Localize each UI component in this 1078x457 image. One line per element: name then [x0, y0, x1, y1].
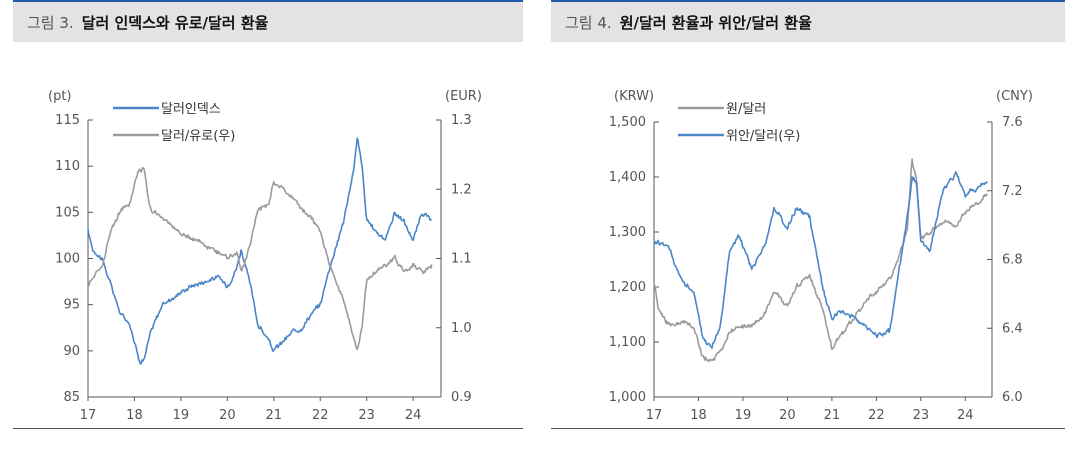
y-left-tick-label: 110 [55, 159, 80, 174]
y-axis-left-unit: (pt) [48, 89, 72, 104]
x-tick-label: 19 [735, 408, 752, 423]
y-axis-left-unit: (KRW) [614, 89, 654, 104]
figure-4-title: 원/달러 환율과 위안/달러 환율 [619, 13, 812, 32]
figure-3-chart: (pt) (EUR) 115 110 105 100 95 90 85 1.3 1.2 1.1 1.0 0… [48, 89, 482, 423]
figure-4-number: 그림 4. [565, 13, 612, 32]
y-right-tick-label: 1.2 [451, 182, 472, 197]
y-right-tick-label: 7.2 [1002, 184, 1023, 199]
figure-4-panel: 그림 4. 원/달러 환율과 위안/달러 환율 (KRW) (CNY) 1,500 1… [551, 0, 1065, 429]
legend-label-1: 달러인덱스 [161, 102, 221, 117]
y-right-tick-label: 6.0 [1002, 390, 1023, 405]
series-line-2 [653, 171, 988, 350]
y-axis-right-unit: (EUR) [445, 89, 482, 104]
x-tick-label: 21 [824, 408, 841, 423]
y-left-tick-label: 1,200 [609, 280, 646, 295]
x-tick-label: 20 [779, 408, 796, 423]
y-left-tick-label: 1,400 [609, 170, 646, 185]
legend-label-2: 위안/달러(우) [726, 129, 800, 144]
x-tick-label: 18 [126, 408, 143, 423]
y-left-tick-label: 100 [55, 252, 80, 267]
y-right-tick-label: 6.8 [1002, 253, 1023, 268]
legend-label-2: 달러/유로(우) [161, 129, 235, 144]
y-right-tick-label: 0.9 [451, 390, 472, 405]
x-tick-label: 18 [690, 408, 707, 423]
figure-4-chart: (KRW) (CNY) 1,500 1,400 1,300 1,200 1,100 1,000… [609, 89, 1033, 423]
x-tick-label: 21 [266, 408, 283, 423]
y-axis-right-unit: (CNY) [996, 89, 1033, 104]
figure-3-title: 달러 인덱스와 유로/달러 환율 [81, 13, 269, 32]
x-tick-label: 20 [219, 408, 236, 423]
y-left-tick-label: 1,500 [609, 115, 646, 130]
y-right-tick-label: 1.3 [451, 113, 472, 128]
x-tick-label: 19 [173, 408, 190, 423]
x-tick-label: 23 [913, 408, 930, 423]
y-left-tick-label: 1,100 [609, 335, 646, 350]
figure-3-panel: 그림 3. 달러 인덱스와 유로/달러 환율 (pt) (EUR) 115 110 10… [13, 0, 523, 429]
y-left-tick-label: 105 [55, 205, 80, 220]
y-right-tick-label: 6.4 [1002, 321, 1023, 336]
figure-3-header: 그림 3. 달러 인덱스와 유로/달러 환율 [13, 0, 523, 42]
y-right-tick-label: 1.1 [451, 252, 472, 267]
y-left-tick-label: 115 [55, 113, 80, 128]
y-right-tick-label: 1.0 [451, 321, 472, 336]
series-line-1 [87, 137, 432, 365]
y-left-tick-label: 95 [63, 298, 80, 313]
y-left-tick-label: 1,300 [609, 225, 646, 240]
x-tick-label: 24 [405, 408, 422, 423]
figure-4-bottom-rule [551, 428, 1065, 429]
series-line-2 [87, 167, 433, 351]
x-tick-label: 24 [957, 408, 974, 423]
x-tick-label: 17 [80, 408, 97, 423]
series-line-1 [653, 158, 988, 363]
legend-label-1: 원/달러 [726, 102, 766, 117]
y-left-tick-label: 90 [63, 344, 80, 359]
x-tick-label: 23 [358, 408, 375, 423]
y-left-tick-label: 1,000 [609, 390, 646, 405]
figure-3-number: 그림 3. [27, 13, 74, 32]
x-tick-label: 22 [312, 408, 329, 423]
x-tick-label: 22 [868, 408, 885, 423]
x-tick-label: 17 [646, 408, 663, 423]
figure-3-bottom-rule [13, 428, 523, 429]
figure-4-header: 그림 4. 원/달러 환율과 위안/달러 환율 [551, 0, 1065, 42]
y-right-tick-label: 7.6 [1002, 115, 1023, 130]
y-left-tick-label: 85 [63, 390, 80, 405]
